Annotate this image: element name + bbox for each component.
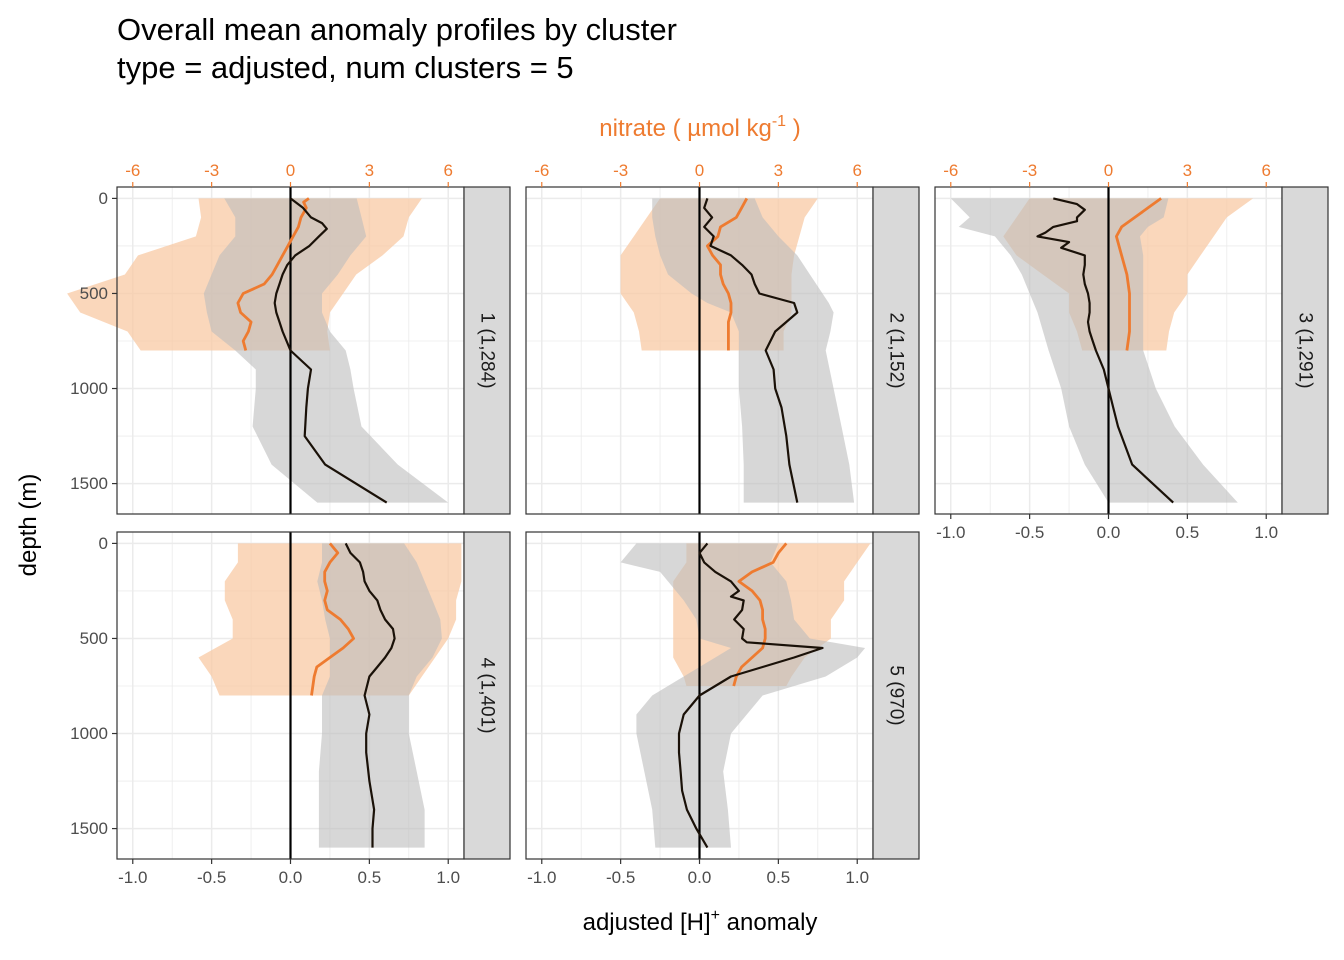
- hplus-ribbon: [652, 198, 855, 503]
- panel-1: 1 (1,284) 0 500 1000 1500 -6 -3 0 3 6: [67, 161, 511, 515]
- top-tick-label: -6: [534, 161, 549, 180]
- top-tick-label: -3: [204, 161, 219, 180]
- nitrate-line: [732, 542, 788, 687]
- x-tick-label: -0.5: [606, 868, 635, 887]
- nitrate-line: [1115, 197, 1162, 351]
- facet-strip: [872, 186, 920, 515]
- x-tick-label: 0.0: [279, 868, 303, 887]
- hplus-ribbon: [203, 198, 449, 503]
- top-tick-label: 0: [286, 161, 295, 180]
- top-axis-title-suffix: ): [786, 115, 801, 142]
- y-tick-label: 1000: [70, 379, 108, 398]
- panel-2: 2 (1,152) -6 -3 0 3 6: [525, 161, 920, 515]
- top-tick-label: 6: [1261, 161, 1270, 180]
- facet-strip: [463, 531, 511, 860]
- facet-strip: [1281, 186, 1329, 515]
- x-axis-title: adjusted [H]+ anomaly: [583, 907, 818, 936]
- y-tick-label: 1500: [70, 474, 108, 493]
- x-axis-title-suffix: anomaly: [720, 909, 817, 936]
- hplus-ribbon: [620, 543, 866, 848]
- x-tick-label: 1.0: [436, 868, 460, 887]
- hplus-ribbon: [317, 543, 442, 848]
- chart-title: Overall mean anomaly profiles by cluster: [117, 12, 677, 47]
- x-tick-label: 0.5: [767, 868, 791, 887]
- y-tick-label: 500: [80, 629, 108, 648]
- panel-5: 5 (970) -1.0 -0.5 0.0 0.5 1.0: [525, 531, 920, 887]
- facet-strip-label: 4 (1,401): [477, 657, 498, 733]
- top-tick-label: -3: [1022, 161, 1037, 180]
- top-tick-label: 0: [695, 161, 704, 180]
- y-tick-label: 500: [80, 284, 108, 303]
- nitrate-line: [310, 542, 355, 696]
- top-tick-label: 6: [852, 161, 861, 180]
- facet-strip-label: 5 (970): [886, 665, 907, 725]
- top-tick-label: 6: [443, 161, 452, 180]
- top-axis-title-superscript: -1: [772, 113, 786, 130]
- top-tick-label: -3: [613, 161, 628, 180]
- y-tick-label: 0: [99, 534, 108, 553]
- nitrate-line: [236, 197, 310, 351]
- hplus-line: [677, 542, 824, 849]
- panel-3: 3 (1,291) -6 -3 0 3 6 -1.0 -0.5 0.0 0.5 1.0: [934, 161, 1329, 542]
- x-tick-label: 0.0: [688, 868, 712, 887]
- top-tick-label: 3: [1183, 161, 1192, 180]
- top-tick-label: 3: [774, 161, 783, 180]
- top-axis-title: nitrate ( µmol kg-1 ): [599, 113, 800, 142]
- x-tick-label: -0.5: [1015, 523, 1044, 542]
- hplus-line: [273, 197, 388, 504]
- facet-strip: [872, 531, 920, 860]
- facet-strip-label: 1 (1,284): [477, 312, 498, 388]
- top-tick-label: -6: [125, 161, 140, 180]
- y-axis-title: depth (m): [15, 474, 42, 577]
- top-tick-label: 3: [365, 161, 374, 180]
- x-tick-label: 1.0: [1254, 523, 1278, 542]
- hplus-line: [1036, 197, 1174, 504]
- x-tick-label: -1.0: [118, 868, 147, 887]
- hplus-line: [344, 542, 396, 848]
- facet-strip: [463, 186, 511, 515]
- facet-strip-label: 3 (1,291): [1295, 312, 1316, 388]
- top-tick-label: -6: [943, 161, 958, 180]
- x-tick-label: 1.0: [845, 868, 869, 887]
- x-axis-title-superscript: +: [711, 907, 720, 924]
- top-tick-label: 0: [1104, 161, 1113, 180]
- top-axis-title-main: nitrate ( µmol kg: [599, 115, 772, 142]
- x-tick-label: -1.0: [936, 523, 965, 542]
- x-tick-label: -1.0: [527, 868, 556, 887]
- y-tick-label: 0: [99, 189, 108, 208]
- chart-subtitle: type = adjusted, num clusters = 5: [117, 50, 574, 85]
- facet-strip-label: 2 (1,152): [886, 312, 907, 388]
- x-tick-label: 0.5: [358, 868, 382, 887]
- hplus-line: [703, 198, 799, 503]
- y-tick-label: 1500: [70, 819, 108, 838]
- x-tick-label: -0.5: [197, 868, 226, 887]
- y-tick-label: 1000: [70, 724, 108, 743]
- x-axis-title-main: adjusted [H]: [583, 909, 711, 936]
- hplus-ribbon: [950, 198, 1238, 503]
- panel-4: 4 (1,401) 0 500 1000 1500 -1.0 -0.5 0.0 0.5 1.0: [70, 531, 511, 887]
- nitrate-line: [706, 197, 749, 351]
- x-tick-label: 0.5: [1176, 523, 1200, 542]
- x-tick-label: 0.0: [1097, 523, 1121, 542]
